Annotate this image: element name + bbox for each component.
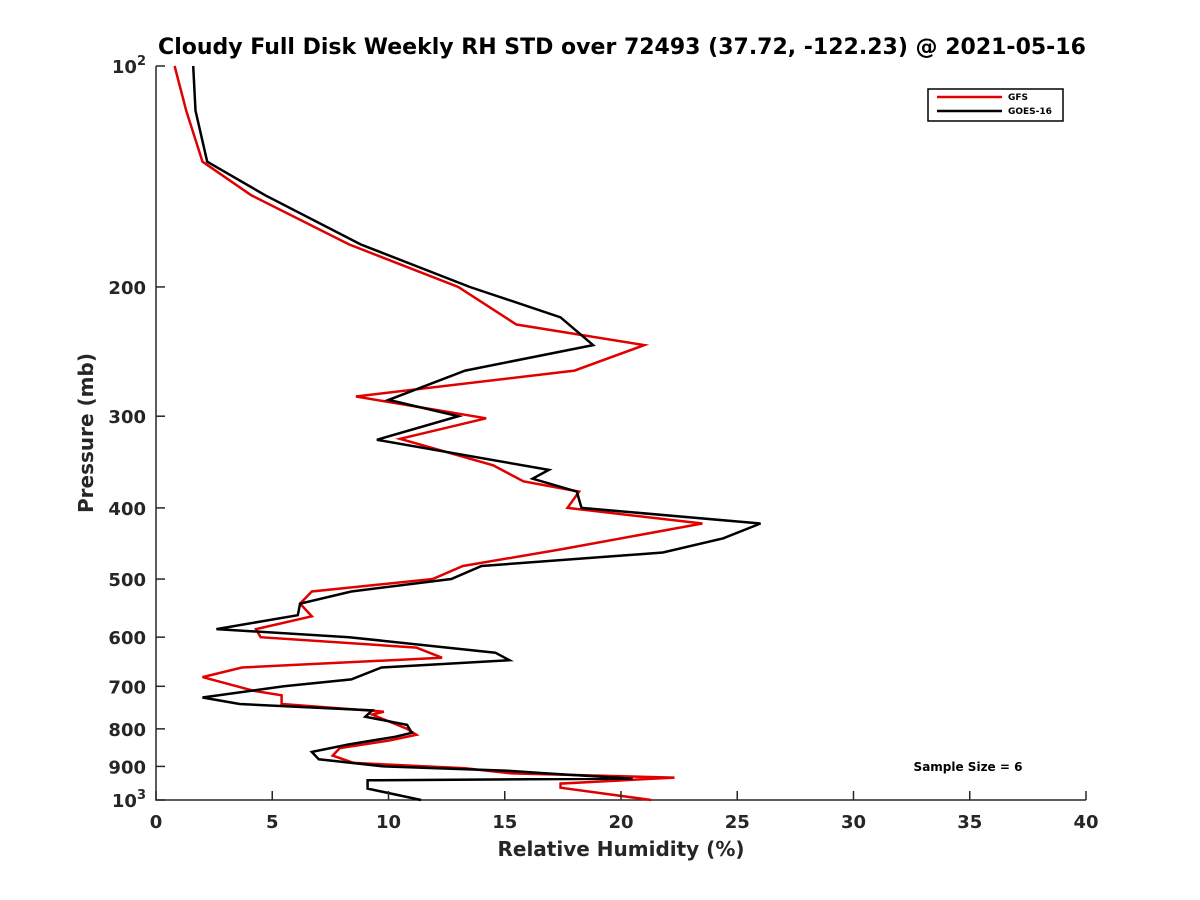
x-tick-label: 10	[376, 812, 401, 833]
legend: GFS GOES-16	[927, 88, 1064, 122]
y-tick-label: 600	[108, 628, 146, 649]
y-tick-label: 800	[108, 720, 146, 741]
x-tick-label: 30	[841, 812, 866, 833]
sample-size-annotation: Sample Size = 6	[914, 760, 1023, 774]
y-tick-label: 103	[112, 788, 146, 812]
x-tick-label: 35	[957, 812, 982, 833]
x-tick-label: 25	[725, 812, 750, 833]
legend-box	[927, 88, 1064, 122]
x-axis-ticks: 0 5 10 15 20 25 30 35 40	[150, 791, 1099, 833]
y-tick-label: 102	[112, 54, 146, 78]
plot-area: 0 5 10 15 20 25 30 35 40 102 200 300 400 500 600 700 80…	[108, 54, 1098, 833]
x-tick-label: 40	[1073, 812, 1098, 833]
chart-title: Cloudy Full Disk Weekly RH STD over 7249…	[158, 35, 1086, 60]
series-line-gfs	[173, 65, 703, 802]
x-tick-label: 0	[150, 812, 163, 833]
series-line-goes16	[191, 65, 761, 802]
y-tick-label: 500	[108, 570, 146, 591]
series-layer	[173, 65, 761, 802]
y-tick-label: 200	[108, 278, 146, 299]
y-tick-label: 700	[108, 677, 146, 698]
x-tick-label: 20	[608, 812, 633, 833]
x-axis-label: Relative Humidity (%)	[497, 837, 744, 861]
legend-entry-gfs: GFS	[1008, 93, 1028, 103]
y-tick-label: 900	[108, 757, 146, 778]
y-axis-label: Pressure (mb)	[74, 353, 98, 513]
y-tick-label: 400	[108, 499, 146, 520]
y-tick-label: 300	[108, 407, 146, 428]
legend-entry-goes16: GOES-16	[1008, 107, 1052, 117]
x-tick-label: 15	[492, 812, 517, 833]
y-axis-ticks: 102 200 300 400 500 600 700 800 900 103	[108, 54, 165, 812]
x-tick-label: 5	[266, 812, 279, 833]
